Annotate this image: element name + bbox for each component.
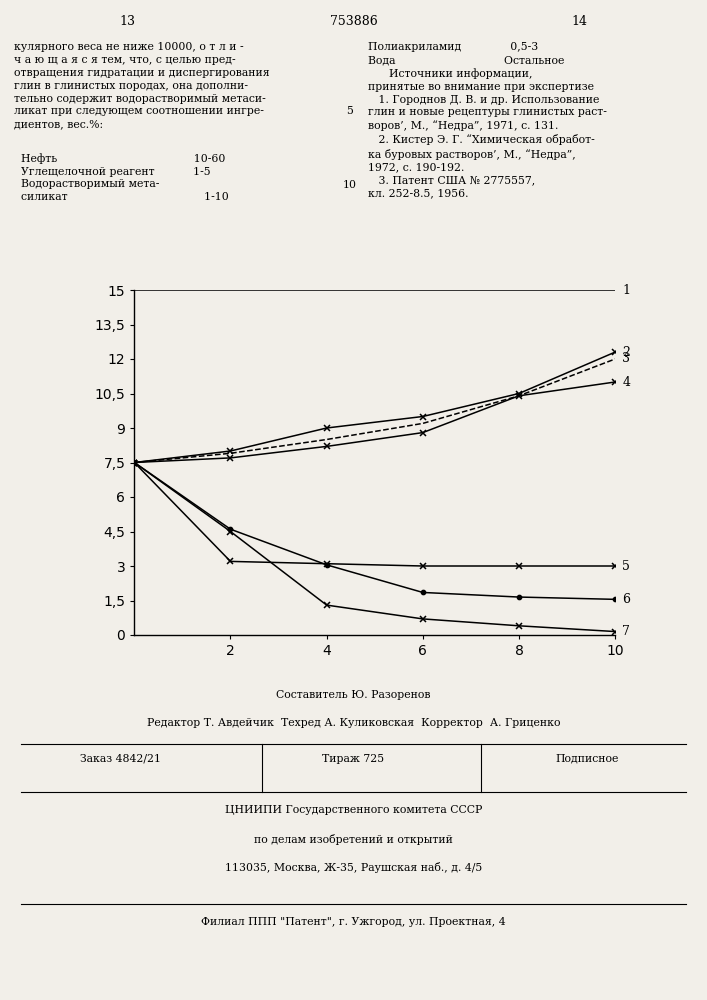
Text: 113035, Москва, Ж-35, Раушская наб., д. 4/5: 113035, Москва, Ж-35, Раушская наб., д. … [225, 862, 482, 873]
Text: Подписное: Подписное [555, 754, 619, 764]
Text: 753886: 753886 [329, 15, 378, 28]
Text: Полиакриламид              0,5-3
Вода                               Остальное
  : Полиакриламид 0,5-3 Вода Остальное [368, 42, 607, 198]
Text: 3: 3 [622, 353, 631, 365]
Text: 5: 5 [346, 106, 354, 116]
Text: 7: 7 [622, 625, 630, 638]
Text: ЦНИИПИ Государственного комитета СССР: ЦНИИПИ Государственного комитета СССР [225, 805, 482, 815]
Text: 6: 6 [622, 593, 631, 606]
Text: Составитель Ю. Разоренов: Составитель Ю. Разоренов [276, 690, 431, 700]
Text: кулярного веса не ниже 10000, о т л и -
ч а ю щ а я с я тем, что, с целью пред-
: кулярного веса не ниже 10000, о т л и - … [14, 42, 270, 129]
Text: 14: 14 [572, 15, 588, 28]
Text: 2: 2 [622, 346, 630, 359]
Text: 10: 10 [343, 180, 357, 190]
Text: 13: 13 [119, 15, 135, 28]
Text: 5: 5 [622, 560, 630, 572]
Text: Редактор Т. Авдейчик  Техред А. Куликовская  Корректор  А. Гриценко: Редактор Т. Авдейчик Техред А. Куликовск… [147, 718, 560, 728]
Text: Филиал ППП "Патент", г. Ужгород, ул. Проектная, 4: Филиал ППП "Патент", г. Ужгород, ул. Про… [201, 917, 506, 927]
Text: Заказ 4842/21: Заказ 4842/21 [80, 754, 160, 764]
Text: Нефть                                       10-60
Углещелочной реагент          : Нефть 10-60 Углещелочной реагент [21, 153, 229, 202]
Text: Тираж 725: Тираж 725 [322, 754, 385, 764]
Text: 4: 4 [622, 375, 631, 388]
Text: по делам изобретений и открытий: по делам изобретений и открытий [254, 834, 453, 845]
Text: 1: 1 [622, 284, 631, 296]
